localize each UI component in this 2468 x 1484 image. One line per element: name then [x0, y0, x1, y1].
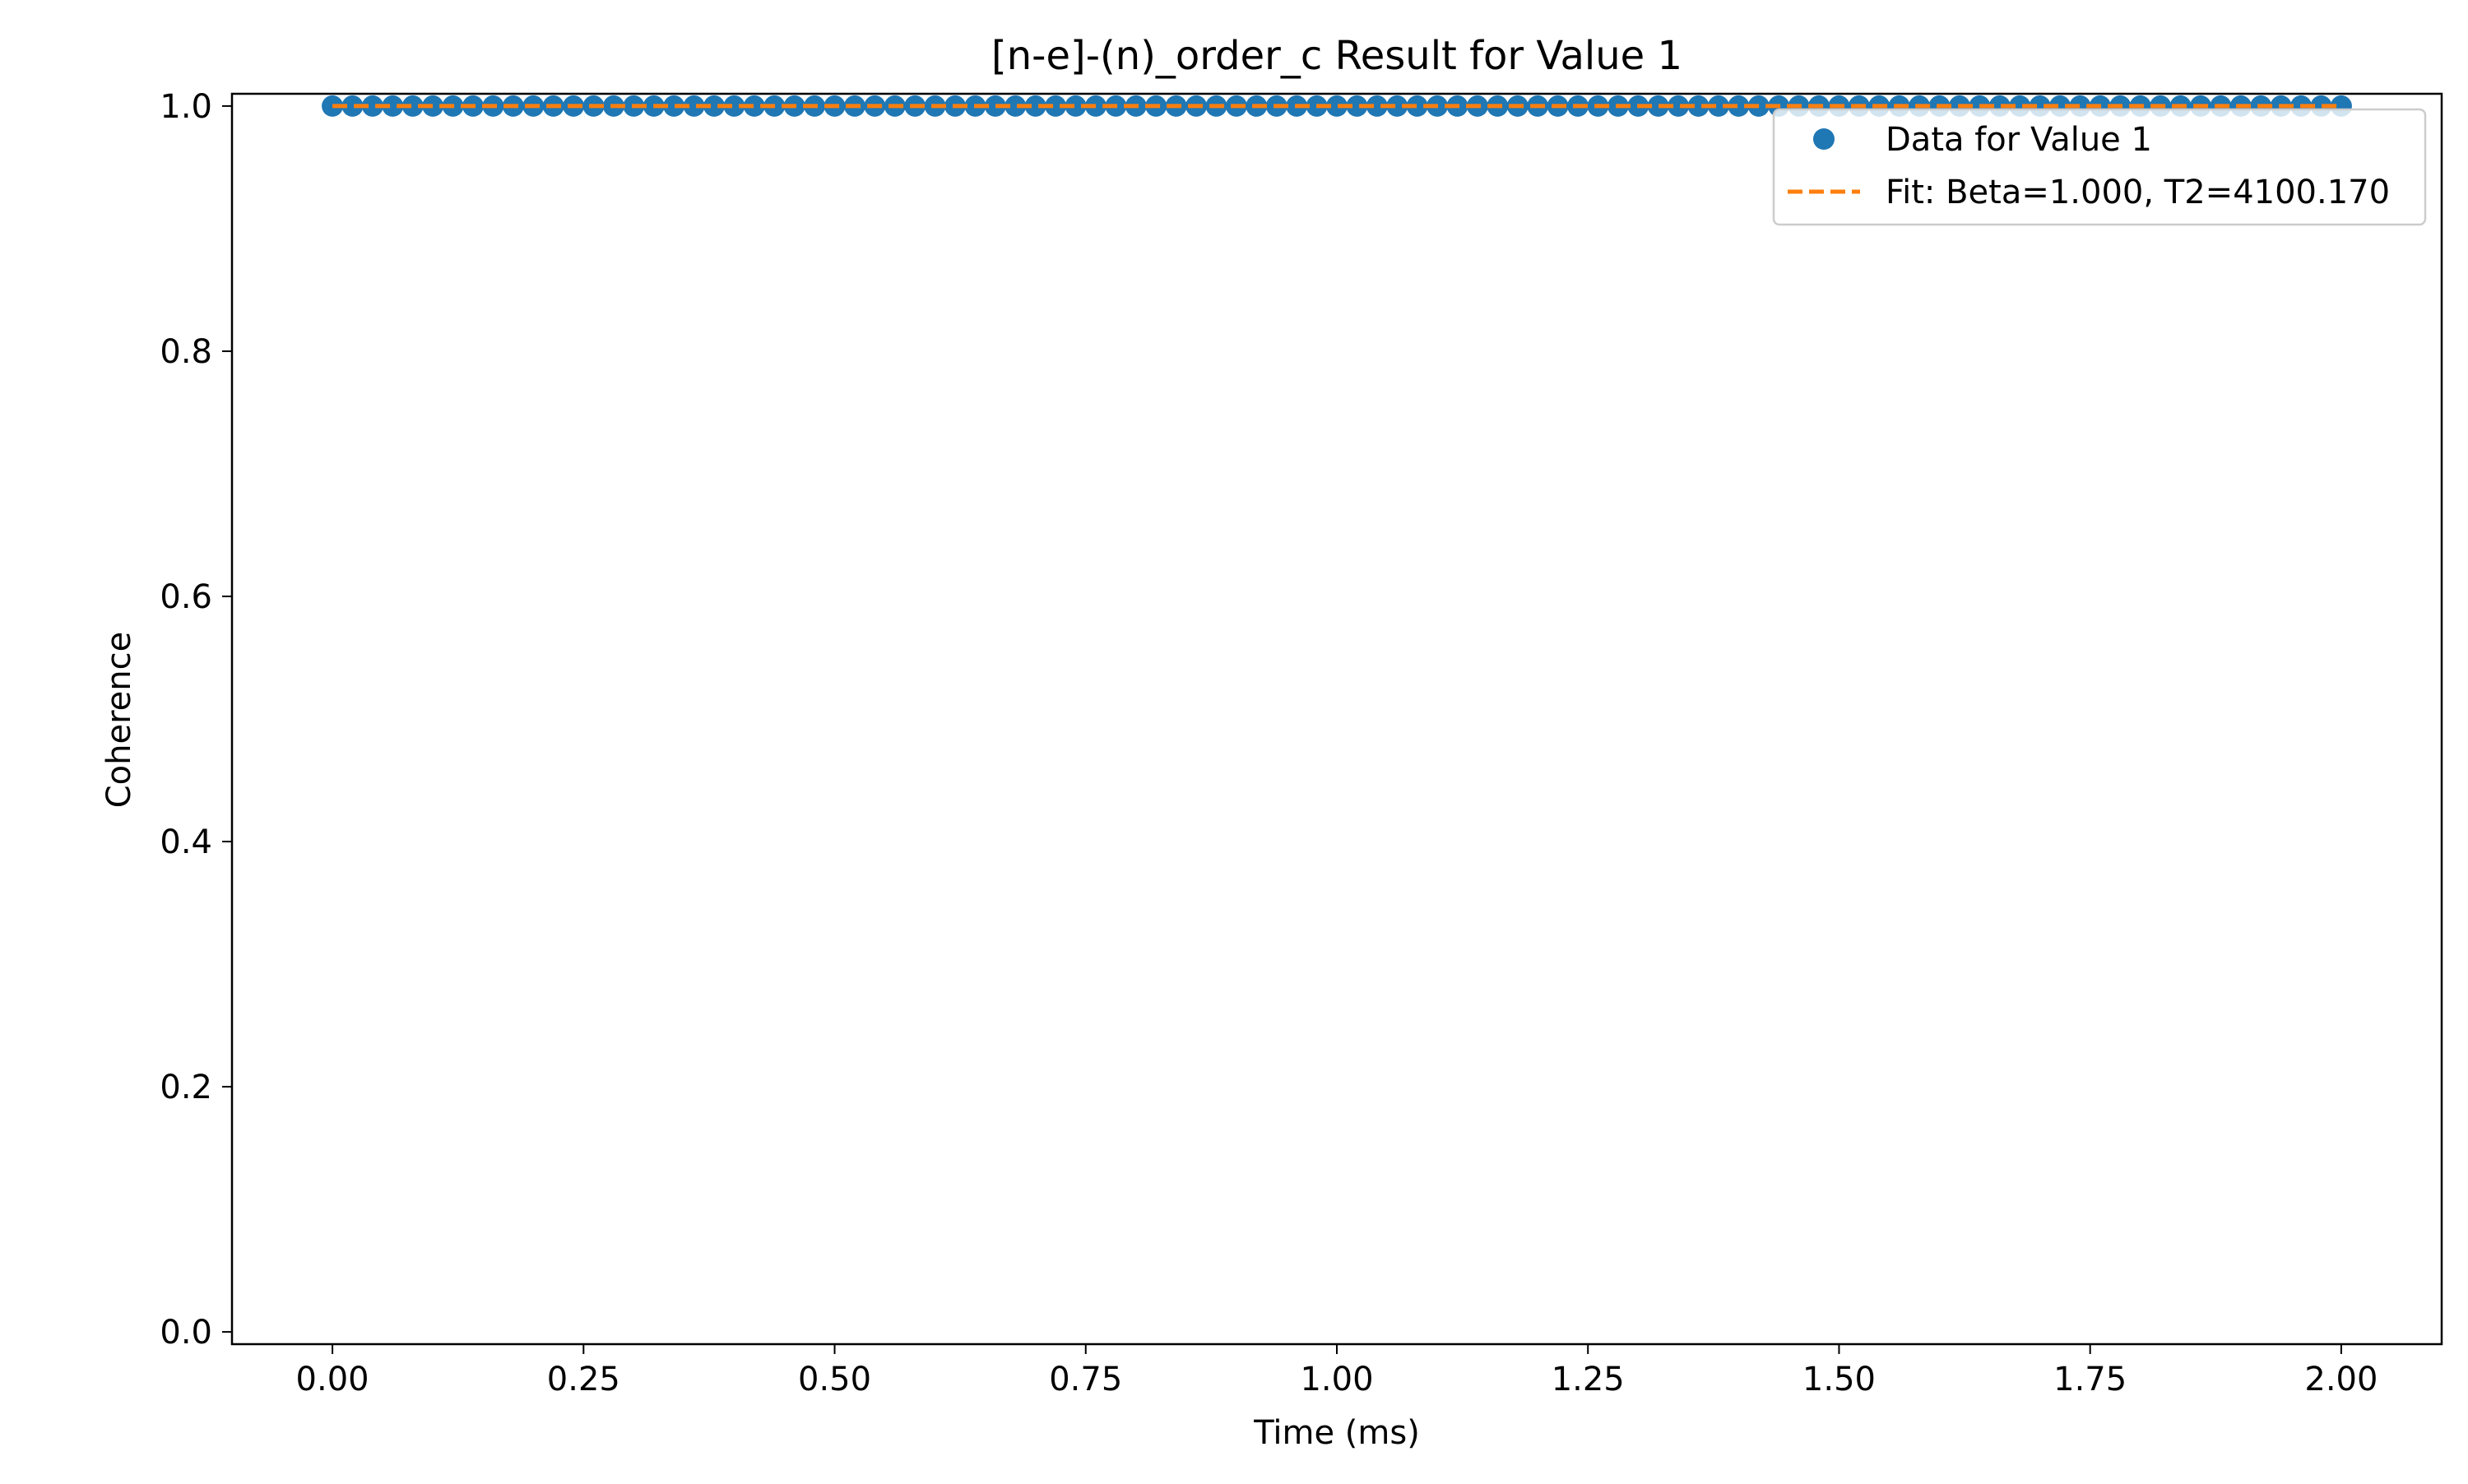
data-point [1346, 95, 1368, 117]
data-point [422, 95, 444, 117]
data-point [401, 95, 424, 117]
plot-frame [230, 92, 2443, 1346]
x-axis-ticks: 0.00 0.25 0.50 0.75 1.00 1.25 1.50 1.75 2.00 [296, 1344, 2378, 1398]
data-point [1386, 95, 1408, 117]
data-point [683, 95, 705, 117]
x-tick-label: 0.75 [1049, 1361, 1122, 1398]
y-tick-label: 0.0 [160, 1314, 212, 1352]
data-point [1406, 95, 1428, 117]
data-point [1707, 95, 1729, 117]
data-point [382, 95, 404, 117]
data-point [361, 95, 383, 117]
data-point [341, 95, 364, 117]
data-point [1366, 95, 1388, 117]
data-point [743, 95, 765, 117]
data-point [663, 95, 685, 117]
legend-label-data: Data for Value 1 [1886, 121, 2152, 159]
x-tick-label: 1.00 [1300, 1361, 1373, 1398]
data-point [1004, 95, 1027, 117]
chart-legend: Data for Value 1 Fit: Beta=1.000, T2=410… [1772, 108, 2427, 226]
data-point [1065, 95, 1087, 117]
y-axis-ticks: 0.0 0.2 0.4 0.6 0.8 1.0 [160, 88, 232, 1352]
data-point [703, 95, 726, 117]
legend-box [1772, 108, 2427, 226]
x-tick-label: 1.25 [1552, 1361, 1625, 1398]
data-point [1326, 95, 1348, 117]
y-tick-label: 0.2 [160, 1069, 212, 1106]
x-tick-label: 2.00 [2304, 1361, 2378, 1398]
chart-title: [n-e]-(n)_order_c Result for Value 1 [991, 33, 1682, 79]
data-point [1728, 95, 1750, 117]
x-axis-label: Time (ms) [1253, 1414, 1420, 1452]
x-tick-label: 0.50 [798, 1361, 871, 1398]
data-point [1647, 95, 1669, 117]
legend-label-fit: Fit: Beta=1.000, T2=4100.170 [1886, 174, 2390, 211]
data-point [984, 95, 1006, 117]
data-point [1045, 95, 1067, 117]
y-tick-label: 0.6 [160, 578, 212, 616]
y-tick-label: 1.0 [160, 88, 212, 126]
y-tick-label: 0.4 [160, 823, 212, 861]
y-axis-label: Coherence [100, 632, 138, 809]
data-point [723, 95, 745, 117]
data-point [1024, 95, 1046, 117]
y-tick-label: 0.8 [160, 333, 212, 371]
x-tick-label: 1.50 [1802, 1361, 1876, 1398]
x-tick-label: 1.75 [2053, 1361, 2127, 1398]
x-tick-label: 0.00 [296, 1361, 369, 1398]
x-tick-label: 0.25 [547, 1361, 620, 1398]
data-point [1668, 95, 1690, 117]
legend-marker-data [1813, 128, 1835, 150]
data-point [1687, 95, 1710, 117]
